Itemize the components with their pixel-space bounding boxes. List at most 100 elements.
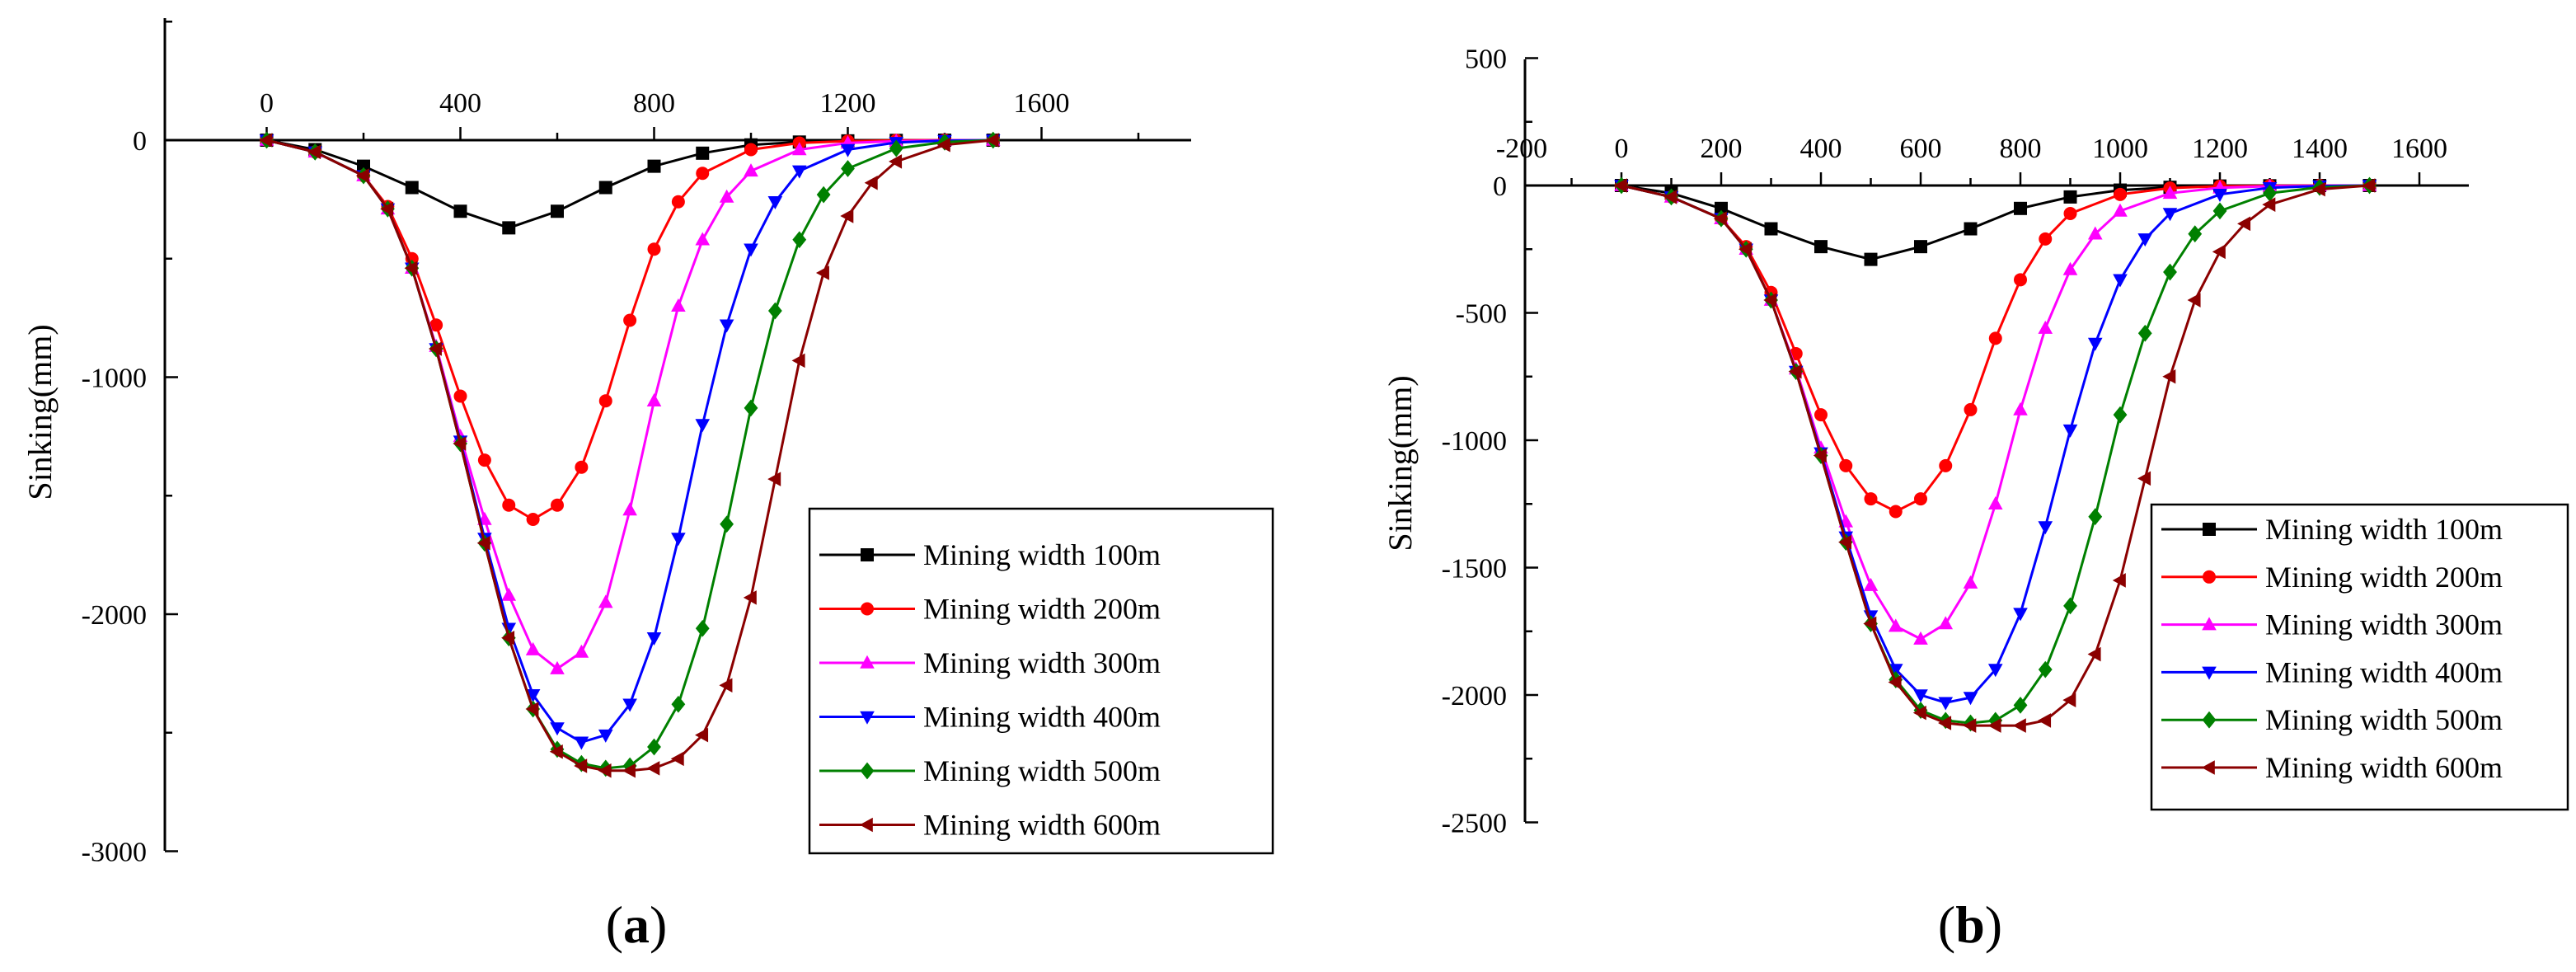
data-point <box>695 619 710 637</box>
data-point <box>2137 324 2152 342</box>
legend-marker <box>860 711 875 725</box>
data-point <box>526 513 540 526</box>
data-point <box>2014 273 2027 287</box>
data-point <box>1987 496 2003 510</box>
data-point <box>2113 203 2128 217</box>
series-line <box>266 139 993 521</box>
x-tick-label: -200 <box>1496 134 1547 164</box>
data-point <box>1613 178 1627 193</box>
legend-marker <box>2202 617 2217 631</box>
data-point <box>744 143 758 157</box>
data-point <box>1814 240 1828 254</box>
data-point <box>501 587 517 601</box>
data-point <box>671 533 686 547</box>
data-point <box>2038 320 2053 334</box>
legend: Mining width 100m Mining width 200m Mining… <box>808 507 1274 855</box>
y-axis-title: Sinking(mm) <box>1382 375 1419 551</box>
data-point <box>889 139 903 157</box>
data-point <box>525 641 541 655</box>
data-point <box>719 678 733 693</box>
data-point <box>647 738 661 756</box>
data-point <box>1988 331 2002 345</box>
data-point <box>936 137 950 153</box>
data-point <box>1888 674 1902 690</box>
data-point <box>2063 597 2077 615</box>
data-point <box>574 758 588 773</box>
data-point <box>2062 424 2078 438</box>
data-point <box>2014 201 2027 215</box>
data-point <box>791 353 805 369</box>
data-point <box>743 590 757 605</box>
legend-item: Mining width 100m <box>2161 513 2503 546</box>
data-point <box>550 660 565 674</box>
panel-label: (a) <box>606 895 668 954</box>
legend-item: Mining width 200m <box>819 593 1161 626</box>
data-point <box>1987 718 2001 733</box>
data-point <box>1939 458 1953 472</box>
data-point <box>2362 178 2376 193</box>
x-tick-label: 1600 <box>2391 134 2447 164</box>
data-point <box>598 594 613 608</box>
data-point <box>720 515 734 533</box>
data-point <box>525 688 541 702</box>
data-point <box>767 472 781 486</box>
data-point <box>1913 689 1928 703</box>
data-point <box>2013 401 2028 416</box>
y-tick-label: -2000 <box>82 600 147 631</box>
x-tick-label: 400 <box>1800 134 1842 164</box>
data-point <box>428 341 442 356</box>
y-tick-label: 0 <box>1493 171 1507 202</box>
data-point <box>840 143 856 157</box>
data-point <box>598 729 613 743</box>
legend-item: Mining width 400m <box>819 701 1161 734</box>
data-point <box>598 763 612 778</box>
data-point <box>2012 718 2026 733</box>
data-point <box>791 142 807 156</box>
x-tick-label: 1600 <box>1014 88 1070 119</box>
data-point <box>1864 492 1878 506</box>
data-point <box>1888 618 1903 632</box>
data-point <box>1813 448 1827 463</box>
y-tick-label: -2000 <box>1442 681 1507 711</box>
data-point <box>1963 575 1978 589</box>
data-point <box>646 393 662 407</box>
data-point <box>792 231 807 249</box>
data-point <box>2162 369 2176 384</box>
y-tick-label: -1500 <box>1442 554 1507 585</box>
data-point <box>2114 187 2127 201</box>
legend-box <box>808 507 1274 855</box>
data-point <box>647 159 661 173</box>
data-point <box>2113 406 2128 424</box>
legend-item: Mining width 500m <box>819 754 1161 787</box>
legend-label: Mining width 300m <box>923 646 1161 679</box>
legend-marker <box>861 602 874 616</box>
data-point <box>1987 664 2003 678</box>
data-point <box>719 189 734 203</box>
data-point <box>744 163 758 177</box>
legend-label: Mining width 200m <box>2265 561 2503 594</box>
data-point <box>2212 202 2227 220</box>
data-point <box>2137 471 2151 486</box>
data-point <box>1914 492 1927 506</box>
legend-box <box>2150 503 2569 811</box>
data-point <box>1964 222 1978 236</box>
data-point <box>550 722 565 736</box>
data-point <box>622 502 637 516</box>
data-point <box>2087 646 2101 662</box>
panel-label: (b) <box>1938 895 2002 954</box>
data-point <box>357 159 370 173</box>
y-tick-label: -1000 <box>1442 426 1507 457</box>
data-point <box>1963 718 1977 733</box>
legend-label: Mining width 400m <box>923 701 1161 734</box>
data-point <box>575 460 589 474</box>
x-tick-label: 400 <box>439 88 481 119</box>
data-point <box>1914 240 1927 254</box>
data-point <box>551 204 564 218</box>
data-point <box>1863 616 1877 632</box>
data-point <box>2087 226 2103 240</box>
data-point <box>574 736 589 750</box>
legend-label: Mining width 100m <box>2265 513 2503 546</box>
x-tick-label: 1000 <box>2092 134 2148 164</box>
data-point <box>695 727 709 743</box>
data-point <box>598 394 612 408</box>
